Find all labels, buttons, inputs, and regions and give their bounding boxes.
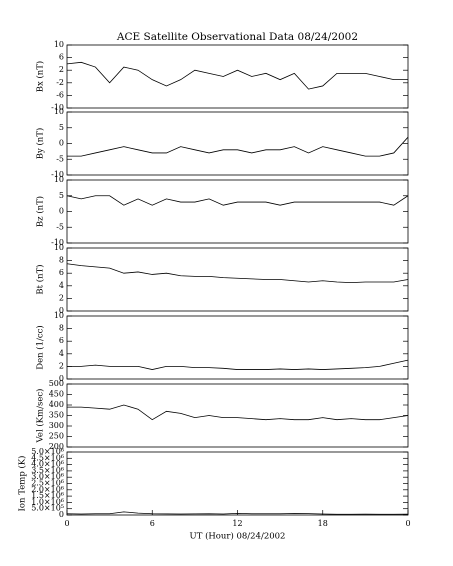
- chart-title: ACE Satellite Observational Data 08/24/2…: [116, 31, 358, 43]
- y-tick-label: 1.5×10⁶: [31, 491, 64, 500]
- y-tick-label: -5: [56, 222, 64, 231]
- y-axis-label: Ion Temp (K): [17, 456, 28, 512]
- y-axis-label: Den (1/cc): [35, 325, 46, 369]
- y-tick-label: 3.0×10⁶: [31, 472, 64, 481]
- y-tick-label: 0: [59, 139, 64, 148]
- y-tick-label: 10: [54, 40, 64, 49]
- x-tick-label: 6: [150, 519, 155, 528]
- x-tick-label: 0: [64, 519, 69, 528]
- y-tick-label: 3.5×10⁶: [31, 466, 64, 475]
- plot-frame: [66, 247, 409, 312]
- y-axis-label: Vel (Km/sec): [35, 389, 46, 444]
- y-tick-label: -10: [51, 170, 64, 179]
- y-tick-label: -5: [56, 154, 64, 163]
- data-line: [67, 136, 409, 157]
- y-tick-label: 500: [49, 379, 64, 388]
- y-tick-label: 6: [59, 268, 64, 277]
- data-line: [66, 511, 409, 515]
- y-axis-label: By (nT): [35, 128, 46, 160]
- y-tick-label: 10: [54, 175, 64, 184]
- y-tick-label: 10: [54, 107, 64, 116]
- x-axis-label: UT (Hour) 08/24/2002: [190, 531, 286, 542]
- y-tick-label: 2: [59, 293, 64, 302]
- y-tick-label: -2: [56, 78, 64, 87]
- y-tick-label: 0: [59, 306, 64, 315]
- y-tick-label: 300: [49, 421, 64, 430]
- x-tick-label: 0: [405, 519, 410, 528]
- y-tick-label: -6: [56, 90, 64, 99]
- y-tick-label: 4.5×10⁶: [31, 453, 64, 462]
- y-tick-label: 2.5×10⁶: [31, 479, 64, 488]
- y-tick-label: 200: [49, 442, 64, 451]
- y-tick-label: 5: [59, 191, 64, 200]
- x-tick-label: 18: [318, 519, 328, 528]
- y-tick-label: 4: [59, 349, 64, 358]
- y-tick-label: 400: [49, 400, 64, 409]
- y-tick-label: 0: [59, 207, 64, 216]
- y-tick-label: 10: [54, 311, 64, 320]
- y-tick-label: 8: [59, 256, 64, 265]
- y-axis-label: Bt (nT): [35, 264, 46, 294]
- x-tick-label: 12: [232, 519, 242, 528]
- plot-frame: [66, 111, 409, 176]
- y-tick-label: 5: [59, 123, 64, 132]
- plot-frame: [66, 315, 409, 380]
- y-tick-label: 4: [59, 281, 64, 290]
- y-tick-label: -10: [51, 238, 64, 247]
- data-line: [66, 195, 409, 206]
- data-line: [66, 61, 408, 90]
- y-tick-label: 5.0×10⁵: [31, 504, 64, 513]
- y-tick-label: 6: [59, 53, 64, 62]
- data-line: [67, 359, 409, 370]
- y-tick-label: 4.0×10⁶: [31, 460, 64, 469]
- plot-frame: [66, 179, 409, 244]
- y-tick-label: 6: [59, 336, 64, 345]
- y-tick-label: 350: [49, 411, 64, 420]
- y-tick-label: 10: [54, 243, 64, 252]
- y-tick-label: 2: [59, 361, 64, 370]
- plot-frame: [66, 451, 409, 516]
- y-tick-label: 8: [59, 324, 64, 333]
- y-tick-label: 2: [59, 65, 64, 74]
- y-tick-label: 0: [59, 374, 64, 383]
- data-line: [67, 404, 409, 421]
- y-tick-label: 250: [49, 432, 64, 441]
- data-line: [66, 263, 409, 284]
- plot-frame: [66, 383, 409, 448]
- plot-frame: [66, 44, 409, 109]
- y-tick-label: 5.0×10⁶: [31, 447, 64, 456]
- y-tick-label: 2.0×10⁶: [31, 485, 64, 494]
- y-axis-label: Bz (nT): [35, 196, 46, 227]
- y-tick-label: 450: [49, 390, 64, 399]
- y-axis-label: Bx (nT): [35, 61, 46, 93]
- y-tick-label: 1.0×10⁶: [31, 497, 64, 506]
- y-tick-label: -10: [51, 103, 64, 112]
- y-tick-label: 0: [59, 510, 64, 519]
